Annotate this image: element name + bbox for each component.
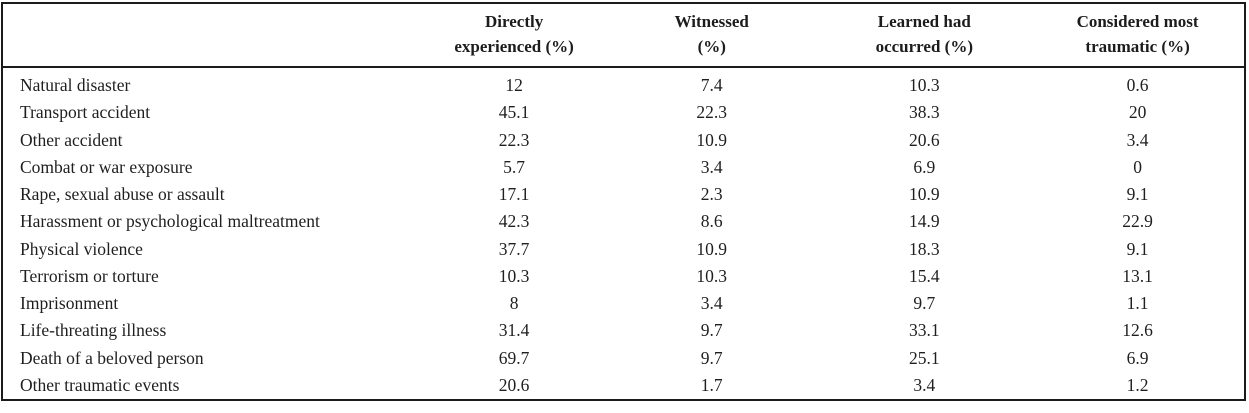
value-cell: 1.2 — [1126, 374, 1149, 395]
row-label: Life-threating illness — [20, 320, 167, 341]
col-header-empty — [2, 3, 423, 68]
table-row: Combat or war exposure 5.7 3.4 6.9 0 — [2, 154, 1245, 181]
value-cell: 2.3 — [700, 184, 723, 205]
value-cell: 12.6 — [1122, 320, 1153, 341]
value-cell: 18.3 — [908, 238, 940, 259]
value-cell: 15.4 — [908, 265, 940, 286]
value-cell: 8.6 — [700, 211, 723, 232]
row-label: Natural disaster — [20, 75, 131, 96]
value-cell: 42.3 — [498, 211, 530, 232]
table-row: Natural disaster 12 7.4 10.3 0.6 — [2, 67, 1245, 99]
col-header-line: traumatic (%) — [1085, 37, 1190, 56]
value-cell: 10.3 — [908, 75, 940, 96]
trauma-exposure-table-container: Directly experienced (%) Witnessed (%) L… — [1, 2, 1246, 401]
row-label: Physical violence — [20, 238, 143, 259]
value-cell: 1.1 — [1126, 293, 1149, 314]
value-cell: 10.9 — [696, 238, 728, 259]
row-label: Other traumatic events — [20, 374, 180, 395]
table-row: Imprisonment 8 3.4 9.7 1.1 — [2, 290, 1245, 317]
table-row: Harassment or psychological maltreatment… — [2, 208, 1245, 235]
value-cell: 10.3 — [498, 265, 530, 286]
table-row: Other traumatic events 20.6 1.7 3.4 1.2 — [2, 372, 1245, 400]
col-header-line: Learned had — [877, 12, 971, 32]
value-cell: 10.9 — [908, 184, 940, 205]
col-header-line: occurred (%) — [875, 37, 973, 56]
table-row: Transport accident 45.1 22.3 38.3 20 — [2, 99, 1245, 126]
row-label: Imprisonment — [20, 293, 119, 314]
value-cell: 37.7 — [498, 238, 530, 259]
value-cell: 5.7 — [503, 156, 526, 177]
col-header-witnessed: Witnessed (%) — [606, 3, 818, 68]
value-cell: 20 — [1128, 102, 1147, 123]
value-cell: 7.4 — [700, 75, 723, 96]
col-header-line: Witnessed — [674, 12, 749, 32]
value-cell: 3.4 — [700, 293, 723, 314]
value-cell: 9.7 — [913, 293, 936, 314]
value-cell: 0.6 — [1126, 75, 1149, 96]
table-row: Physical violence 37.7 10.9 18.3 9.1 — [2, 235, 1245, 262]
col-header-directly-experienced: Directly experienced (%) — [422, 3, 607, 68]
col-header-line: (%) — [697, 37, 726, 56]
row-label: Transport accident — [20, 102, 151, 123]
col-header-line: experienced (%) — [454, 37, 574, 56]
value-cell: 9.1 — [1126, 184, 1149, 205]
value-cell: 10.3 — [696, 265, 728, 286]
value-cell: 17.1 — [498, 184, 530, 205]
row-label: Rape, sexual abuse or assault — [20, 184, 225, 205]
col-header-learned-had-occurred: Learned had occurred (%) — [817, 3, 1032, 68]
row-label: Other accident — [20, 129, 123, 150]
value-cell: 31.4 — [498, 320, 530, 341]
value-cell: 22.3 — [696, 102, 728, 123]
value-cell: 22.3 — [498, 129, 530, 150]
value-cell: 8 — [509, 293, 519, 314]
table-row: Other accident 22.3 10.9 20.6 3.4 — [2, 127, 1245, 154]
value-cell: 20.6 — [498, 374, 530, 395]
value-cell: 9.1 — [1126, 238, 1149, 259]
value-cell: 20.6 — [908, 129, 940, 150]
value-cell: 69.7 — [498, 347, 530, 368]
value-cell: 38.3 — [908, 102, 940, 123]
value-cell: 12 — [505, 75, 523, 96]
table-row: Rape, sexual abuse or assault 17.1 2.3 1… — [2, 181, 1245, 208]
row-label: Terrorism or torture — [20, 265, 159, 286]
col-header-line: Considered most — [1076, 12, 1199, 32]
row-label: Combat or war exposure — [20, 156, 193, 177]
table-row: Terrorism or torture 10.3 10.3 15.4 13.1 — [2, 263, 1245, 290]
value-cell: 9.7 — [700, 320, 723, 341]
value-cell: 33.1 — [908, 320, 940, 341]
value-cell: 6.9 — [913, 156, 936, 177]
trauma-exposure-table: Directly experienced (%) Witnessed (%) L… — [1, 2, 1246, 401]
value-cell: 9.7 — [700, 347, 723, 368]
col-header-considered-most-traumatic: Considered most traumatic (%) — [1031, 3, 1245, 68]
value-cell: 6.9 — [1126, 347, 1149, 368]
row-label: Death of a beloved person — [20, 347, 204, 368]
table-row: Life-threating illness 31.4 9.7 33.1 12.… — [2, 317, 1245, 344]
value-cell: 3.4 — [913, 374, 936, 395]
table-row: Death of a beloved person 69.7 9.7 25.1 … — [2, 344, 1245, 371]
col-header-line: Directly — [485, 12, 544, 32]
value-cell: 14.9 — [908, 211, 940, 232]
value-cell: 13.1 — [1122, 265, 1153, 286]
value-cell: 1.7 — [700, 374, 723, 395]
value-cell: 45.1 — [498, 102, 530, 123]
value-cell: 25.1 — [908, 347, 940, 368]
table-header-row: Directly experienced (%) Witnessed (%) L… — [2, 3, 1245, 68]
value-cell: 0 — [1133, 156, 1142, 177]
value-cell: 3.4 — [1126, 129, 1149, 150]
value-cell: 3.4 — [700, 156, 723, 177]
value-cell: 22.9 — [1122, 211, 1153, 232]
row-label: Harassment or psychological maltreatment — [20, 211, 320, 232]
value-cell: 10.9 — [696, 129, 728, 150]
